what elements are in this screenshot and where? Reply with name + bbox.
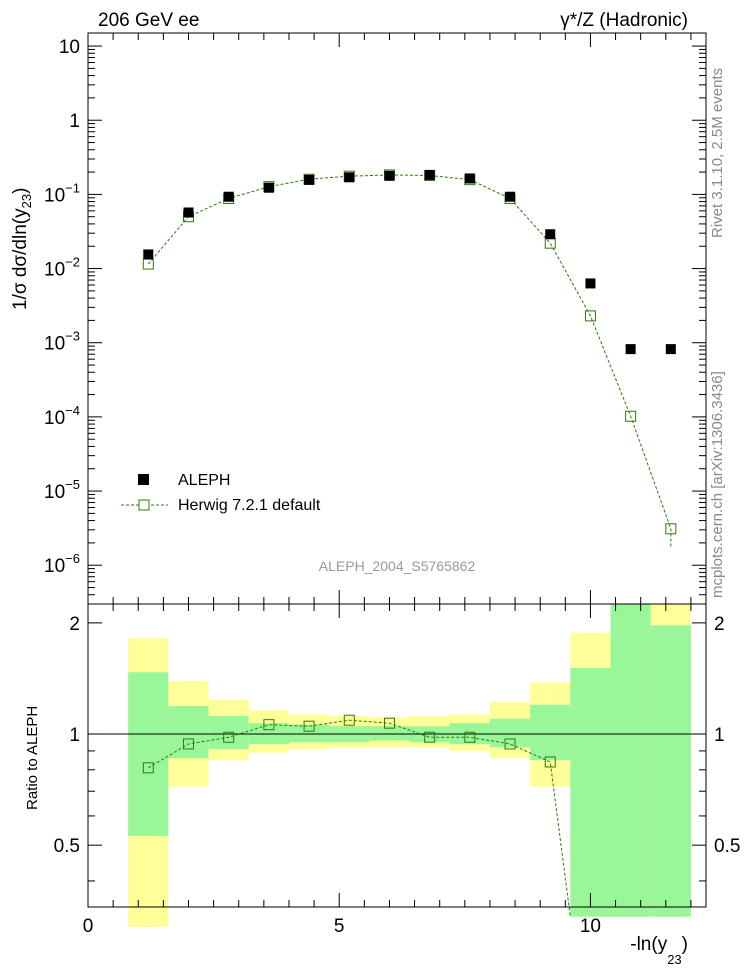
x-axis-label-sub: 23 xyxy=(667,952,681,967)
ratio-mc-marker-0 xyxy=(142,762,154,774)
main-y-tick-label-base: 1 xyxy=(69,111,80,132)
ratio-mc-marker-2 xyxy=(223,731,235,743)
ratio-mc-marker-6 xyxy=(383,717,395,729)
aleph-marker-3 xyxy=(263,182,274,193)
main-frame xyxy=(87,32,707,605)
main-y-tick-label-exp: −1 xyxy=(65,180,80,195)
main-y-tick-label-base: 10 xyxy=(44,556,65,577)
main-y-tick-label-base: 10 xyxy=(44,185,65,206)
x-axis-label-text: -ln(y xyxy=(630,934,667,955)
main-y-tick-label-exp: −5 xyxy=(65,477,80,492)
x-tick-label-1: 5 xyxy=(334,916,345,937)
main-y-tick-label-1: 1 xyxy=(69,111,80,132)
ratio-mc-marker-3 xyxy=(263,719,275,731)
ratio-y-axis-label: Ratio to ALEPH xyxy=(24,706,41,810)
main-y-tick-label-base: 10 xyxy=(59,37,80,58)
ratio-mc-marker-10 xyxy=(544,756,556,768)
x-tick-label-0: 0 xyxy=(83,916,94,937)
ratio-y-tick-label-0: 0.5 xyxy=(54,836,80,857)
rivet-version-label: Rivet 3.1.10, 2.5M events xyxy=(709,68,726,238)
legend-aleph-label: ALEPH xyxy=(178,472,230,489)
aleph-marker-13 xyxy=(665,344,676,355)
aleph-marker-1 xyxy=(183,207,194,218)
main-y-tick-label-5: 10−4 xyxy=(44,403,80,429)
ratio-band-inner-4 xyxy=(288,724,330,743)
ratio-mc-marker-4 xyxy=(303,720,315,732)
ratio-band-inner-1 xyxy=(168,706,209,759)
ratio-y-tick-label-right-1: 1 xyxy=(714,725,725,746)
main-y-tick-label-3: 10−2 xyxy=(44,255,80,281)
legend-herwig-marker xyxy=(138,499,150,511)
ratio-mc-marker-1 xyxy=(182,738,194,750)
ratio-mc-marker-8 xyxy=(464,731,476,743)
ratio-y-tick-label-right-2: 2 xyxy=(714,614,725,635)
aleph-marker-5 xyxy=(344,172,355,183)
herwig-marker-12 xyxy=(625,410,637,422)
main-y-tick-label-exp: −4 xyxy=(65,403,80,418)
aleph-marker-0 xyxy=(143,249,154,260)
main-y-axis-label: 1/σ dσ/dln(y23) xyxy=(10,188,34,310)
main-y-tick-label-4: 10−3 xyxy=(44,329,80,355)
ratio-y-tick-label-1: 1 xyxy=(69,725,80,746)
ratio-band-inner-0 xyxy=(128,672,169,836)
analysis-label: ALEPH_2004_S5765862 xyxy=(319,558,476,574)
legend-aleph-marker xyxy=(138,474,149,485)
legend: ALEPH Herwig 7.2.1 default xyxy=(121,472,321,514)
herwig-marker-10 xyxy=(544,237,556,249)
herwig-line xyxy=(147,174,672,549)
aleph-marker-9 xyxy=(505,191,516,202)
main-y-tick-label-2: 10−1 xyxy=(44,180,80,206)
main-y-tick-label-exp: −6 xyxy=(65,551,80,566)
main-y-tick-label-exp: −2 xyxy=(65,255,80,270)
aleph-marker-12 xyxy=(625,344,636,355)
aleph-marker-6 xyxy=(384,170,395,181)
aleph-marker-8 xyxy=(464,173,475,184)
main-y-tick-label-base: 10 xyxy=(44,408,65,429)
x-axis-label: -ln(y23) xyxy=(630,934,688,967)
main-y-tick-label-base: 10 xyxy=(44,334,65,355)
main-y-tick-label-base: 10 xyxy=(44,482,65,503)
herwig-marker-11 xyxy=(584,310,596,322)
ratio-mc-marker-5 xyxy=(343,714,355,726)
main-y-tick-label-0: 10 xyxy=(59,37,80,58)
ratio-band-inner-12 xyxy=(610,604,651,917)
x-tick-label-2: 10 xyxy=(580,916,601,937)
ratio-panel: 0 5 10 0.5 0.5 1 1 2 2 xyxy=(54,603,740,937)
ratio-mc-marker-7 xyxy=(424,731,436,743)
ratio-frame xyxy=(87,603,707,908)
x-axis-label-close: ) xyxy=(682,934,688,955)
aleph-marker-7 xyxy=(424,169,435,180)
ratio-band-inner-11 xyxy=(570,667,611,917)
ratio-band-inner-9 xyxy=(489,718,531,748)
main-y-axis-label-text: 1/σ dσ/dln(y xyxy=(10,208,31,310)
main-y-tick-label-6: 10−5 xyxy=(44,477,80,503)
herwig-marker-13 xyxy=(665,523,677,535)
ratio-band-inner-6 xyxy=(369,726,410,741)
ratio-y-tick-label-right-0: 0.5 xyxy=(714,836,740,857)
legend-herwig-label: Herwig 7.2.1 default xyxy=(178,497,321,514)
ratio-band-inner-10 xyxy=(530,704,571,761)
header-left-label: 206 GeV ee xyxy=(98,10,199,31)
aleph-marker-11 xyxy=(585,278,596,289)
main-y-tick-label-base: 10 xyxy=(44,260,65,281)
ratio-mc-line xyxy=(148,719,571,917)
ratio-band-inner-13 xyxy=(650,625,691,917)
ratio-mc-marker-9 xyxy=(504,738,516,750)
ratio-y-tick-label-2: 2 xyxy=(69,614,80,635)
mcplots-url-label: mcplots.cern.ch [arXiv:1306.3436] xyxy=(709,371,726,598)
aleph-marker-10 xyxy=(545,229,556,240)
aleph-marker-4 xyxy=(304,174,315,185)
main-y-tick-label-exp: −3 xyxy=(65,329,80,344)
main-y-axis-label-sub: 23 xyxy=(19,194,34,208)
aleph-marker-2 xyxy=(223,191,234,202)
main-y-tick-label-7: 10−6 xyxy=(44,551,80,577)
header-right-label: γ*/Z (Hadronic) xyxy=(560,10,688,31)
main-y-axis-label-close: ) xyxy=(10,188,31,194)
